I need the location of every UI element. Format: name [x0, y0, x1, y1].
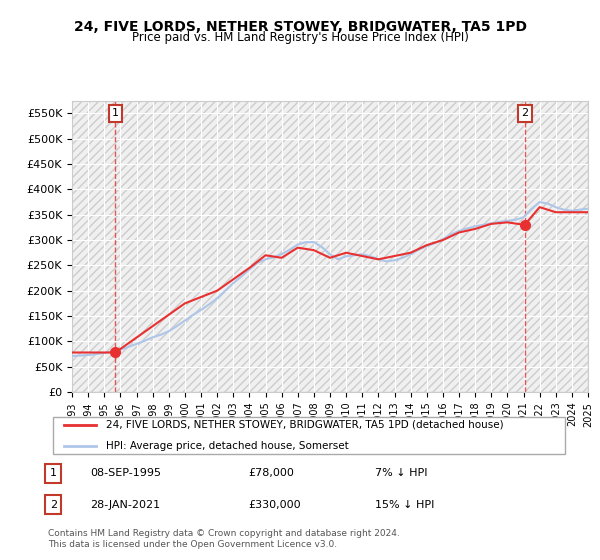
Text: Contains HM Land Registry data © Crown copyright and database right 2024.
This d: Contains HM Land Registry data © Crown c…: [48, 529, 400, 549]
Text: 2: 2: [521, 109, 528, 119]
Text: 28-JAN-2021: 28-JAN-2021: [90, 500, 160, 510]
Text: Price paid vs. HM Land Registry's House Price Index (HPI): Price paid vs. HM Land Registry's House …: [131, 31, 469, 44]
Text: HPI: Average price, detached house, Somerset: HPI: Average price, detached house, Some…: [106, 441, 349, 451]
Text: 7% ↓ HPI: 7% ↓ HPI: [376, 468, 428, 478]
Text: 24, FIVE LORDS, NETHER STOWEY, BRIDGWATER, TA5 1PD (detached house): 24, FIVE LORDS, NETHER STOWEY, BRIDGWATE…: [106, 420, 504, 430]
Text: £78,000: £78,000: [248, 468, 295, 478]
Text: £330,000: £330,000: [248, 500, 301, 510]
Text: 15% ↓ HPI: 15% ↓ HPI: [376, 500, 435, 510]
Text: 24, FIVE LORDS, NETHER STOWEY, BRIDGWATER, TA5 1PD: 24, FIVE LORDS, NETHER STOWEY, BRIDGWATE…: [74, 20, 527, 34]
FancyBboxPatch shape: [53, 417, 565, 454]
Text: 1: 1: [50, 468, 57, 478]
Text: 2: 2: [50, 500, 57, 510]
Text: 1: 1: [112, 109, 119, 119]
Text: 08-SEP-1995: 08-SEP-1995: [90, 468, 161, 478]
